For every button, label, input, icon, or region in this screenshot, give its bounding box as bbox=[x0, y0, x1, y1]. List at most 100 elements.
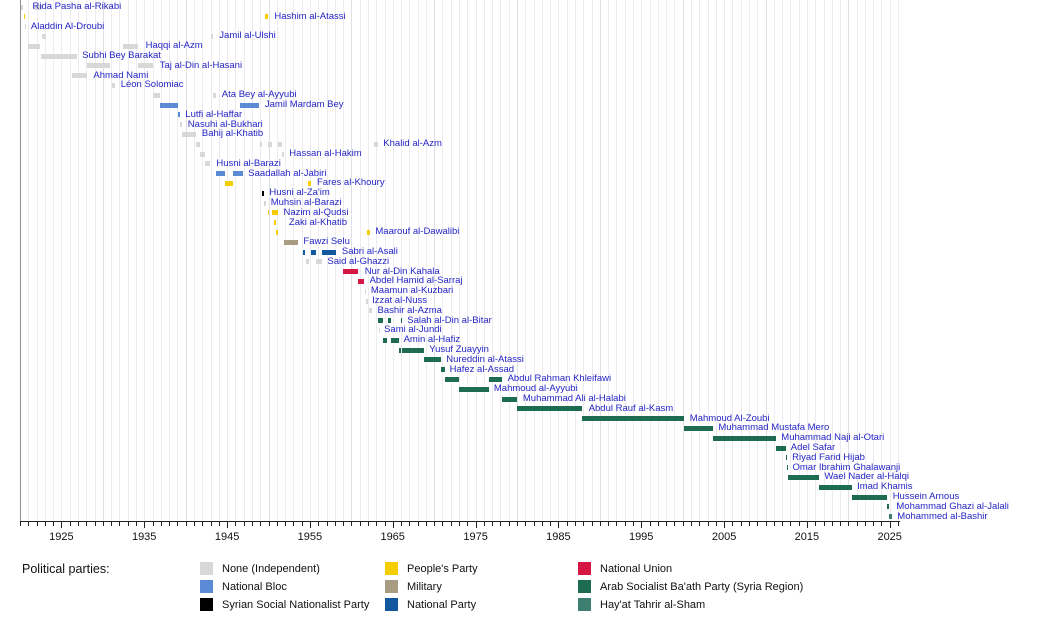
x-axis-line bbox=[19, 521, 900, 522]
person-label[interactable]: Léon Solomiac bbox=[120, 79, 184, 91]
person-label[interactable]: Imad Khamis bbox=[857, 481, 913, 493]
gridline bbox=[699, 0, 701, 521]
person-label[interactable]: Khalid al-Azm bbox=[383, 138, 442, 150]
person-label[interactable]: Riyad Farid Hijab bbox=[792, 451, 865, 463]
timeline-bar bbox=[308, 180, 311, 186]
person-label[interactable]: Wael Nader al-Halqi bbox=[824, 471, 910, 483]
person-label[interactable]: Sami al-Jundi bbox=[384, 324, 442, 336]
legend-label: People's Party bbox=[407, 563, 478, 575]
timeline-bar bbox=[72, 73, 88, 79]
axis-tick bbox=[898, 522, 899, 526]
person-label[interactable]: Nureddin al-Atassi bbox=[446, 353, 524, 365]
timeline-bar bbox=[272, 210, 279, 216]
person-label[interactable]: Adel Safar bbox=[790, 442, 836, 453]
timeline-bar bbox=[278, 141, 282, 147]
timeline-bar bbox=[178, 112, 180, 118]
person-label[interactable]: Saadallah al-Jabiri bbox=[248, 167, 327, 179]
person-label[interactable]: Abdul Rauf al-Kasm bbox=[588, 402, 674, 414]
person-label[interactable]: Subhi Bey Barakat bbox=[82, 50, 161, 61]
timeline-bar bbox=[357, 278, 365, 284]
axis-tick bbox=[550, 522, 552, 526]
person-label[interactable]: Bashir al-Azma bbox=[377, 304, 442, 316]
person-label[interactable]: Maarouf al-Dawalibi bbox=[375, 226, 460, 238]
person-label[interactable]: Jamil al-Ulshi bbox=[219, 30, 276, 42]
axis-tick bbox=[831, 522, 833, 526]
gridline bbox=[475, 0, 477, 521]
person-label[interactable]: Hassan al-Hakim bbox=[289, 148, 362, 159]
timeline-bar bbox=[196, 141, 200, 147]
person-label[interactable]: Mohammad Ghazi al-Jalali bbox=[896, 500, 1009, 512]
person-label[interactable]: Hussein Arnous bbox=[892, 491, 960, 502]
person-label[interactable]: Nasuhi al-Bukhari bbox=[187, 118, 263, 130]
gridline bbox=[881, 0, 883, 521]
person-label[interactable]: Amin al-Hafiz bbox=[403, 334, 461, 346]
person-label[interactable]: Ata Bey al-Ayyubi bbox=[221, 89, 297, 101]
person-label[interactable]: Muhammad Ali al-Halabi bbox=[522, 393, 626, 404]
timeline-bar bbox=[441, 367, 445, 373]
person-label[interactable]: Husni al-Barazi bbox=[216, 157, 281, 169]
person-label[interactable]: Lutfi al-Haffar bbox=[185, 108, 243, 120]
person-label[interactable]: Fares al-Khoury bbox=[317, 177, 385, 189]
gridline bbox=[44, 0, 46, 521]
axis-tick bbox=[227, 522, 229, 528]
gridline bbox=[78, 0, 79, 521]
person-label[interactable]: Aladdin Al-Droubi bbox=[30, 20, 105, 32]
person-label[interactable]: Muhammad Naji al-Otari bbox=[781, 432, 885, 444]
person-label[interactable]: Jamil Mardam Bey bbox=[264, 99, 344, 110]
person-label[interactable]: Maamun al-Kuzbari bbox=[370, 285, 454, 297]
person-label[interactable]: Abdel Hamid al-Sarraj bbox=[369, 275, 463, 287]
person-label[interactable]: Sabri al-Asali bbox=[341, 246, 398, 257]
person-label[interactable]: Mohammed al-Bashir bbox=[897, 510, 988, 522]
person-label[interactable]: Nur al-Din Kahala bbox=[364, 265, 440, 277]
gridline bbox=[309, 0, 311, 521]
timeline-bar bbox=[377, 318, 384, 324]
person-label[interactable]: Yusuf Zuayyin bbox=[429, 344, 489, 355]
axis-tick bbox=[309, 522, 311, 528]
legend-swatch-natparty bbox=[385, 598, 398, 611]
person-label[interactable]: Hafez al-Assad bbox=[449, 363, 515, 375]
person-label[interactable]: Izzat al-Nuss bbox=[372, 295, 427, 306]
axis-tick bbox=[152, 522, 154, 526]
person-label[interactable]: Said al-Ghazzi bbox=[327, 255, 390, 267]
axis-tick bbox=[351, 522, 353, 526]
gridline bbox=[657, 0, 659, 521]
gridline bbox=[160, 0, 162, 521]
gridline bbox=[690, 0, 692, 521]
timeline-bar bbox=[713, 435, 776, 441]
axis-tick bbox=[525, 522, 527, 526]
person-label[interactable]: Nazim al-Qudsi bbox=[283, 206, 349, 218]
timeline-bar bbox=[302, 249, 306, 255]
person-label[interactable]: Taj al-Din al-Hasani bbox=[159, 59, 243, 71]
person-label[interactable]: Mahmoud Al-Zoubi bbox=[689, 412, 770, 424]
timeline-bar bbox=[582, 416, 685, 422]
person-label[interactable]: Hashim al-Atassi bbox=[274, 10, 346, 22]
person-label[interactable]: Haqqi al-Azm bbox=[145, 40, 203, 52]
axis-tick bbox=[773, 522, 775, 526]
legend: Political parties: None (Independent) Nat… bbox=[0, 556, 1050, 623]
gridline bbox=[86, 0, 88, 521]
legend-label: National Bloc bbox=[222, 581, 287, 593]
gridline bbox=[558, 0, 560, 521]
gridline bbox=[806, 0, 808, 521]
person-label[interactable]: Zaki al-Khatib bbox=[288, 216, 347, 228]
axis-tick-label: 1965 bbox=[380, 531, 405, 543]
person-label[interactable]: Omar Ibrahim Ghalawanji bbox=[792, 461, 901, 473]
person-label[interactable]: Bahij al-Khatib bbox=[201, 128, 264, 140]
person-label[interactable]: Abdul Rahman Khleifawi bbox=[507, 373, 612, 385]
gridline bbox=[392, 0, 394, 521]
legend-label: None (Independent) bbox=[222, 563, 320, 575]
person-label[interactable]: Mahmoud al-Ayyubi bbox=[493, 383, 578, 395]
timeline-bar bbox=[25, 24, 27, 30]
person-label[interactable]: Muhsin al-Barazi bbox=[270, 197, 342, 208]
timeline-bar bbox=[87, 63, 111, 69]
person-label[interactable]: Ahmad Nami bbox=[93, 69, 149, 81]
person-label[interactable]: Salah al-Din al-Bitar bbox=[407, 314, 492, 326]
person-label[interactable]: Fawzi Selu bbox=[303, 236, 350, 248]
gridline bbox=[798, 0, 800, 521]
gridline bbox=[459, 0, 460, 521]
person-label[interactable]: Muhammad Mustafa Mero bbox=[718, 422, 830, 434]
person-label[interactable]: Rida Pasha al-Rikabi bbox=[32, 1, 122, 12]
timeline-bar bbox=[390, 337, 399, 343]
person-label[interactable]: Husni al-Za'im bbox=[269, 187, 330, 199]
gridline bbox=[748, 0, 750, 521]
